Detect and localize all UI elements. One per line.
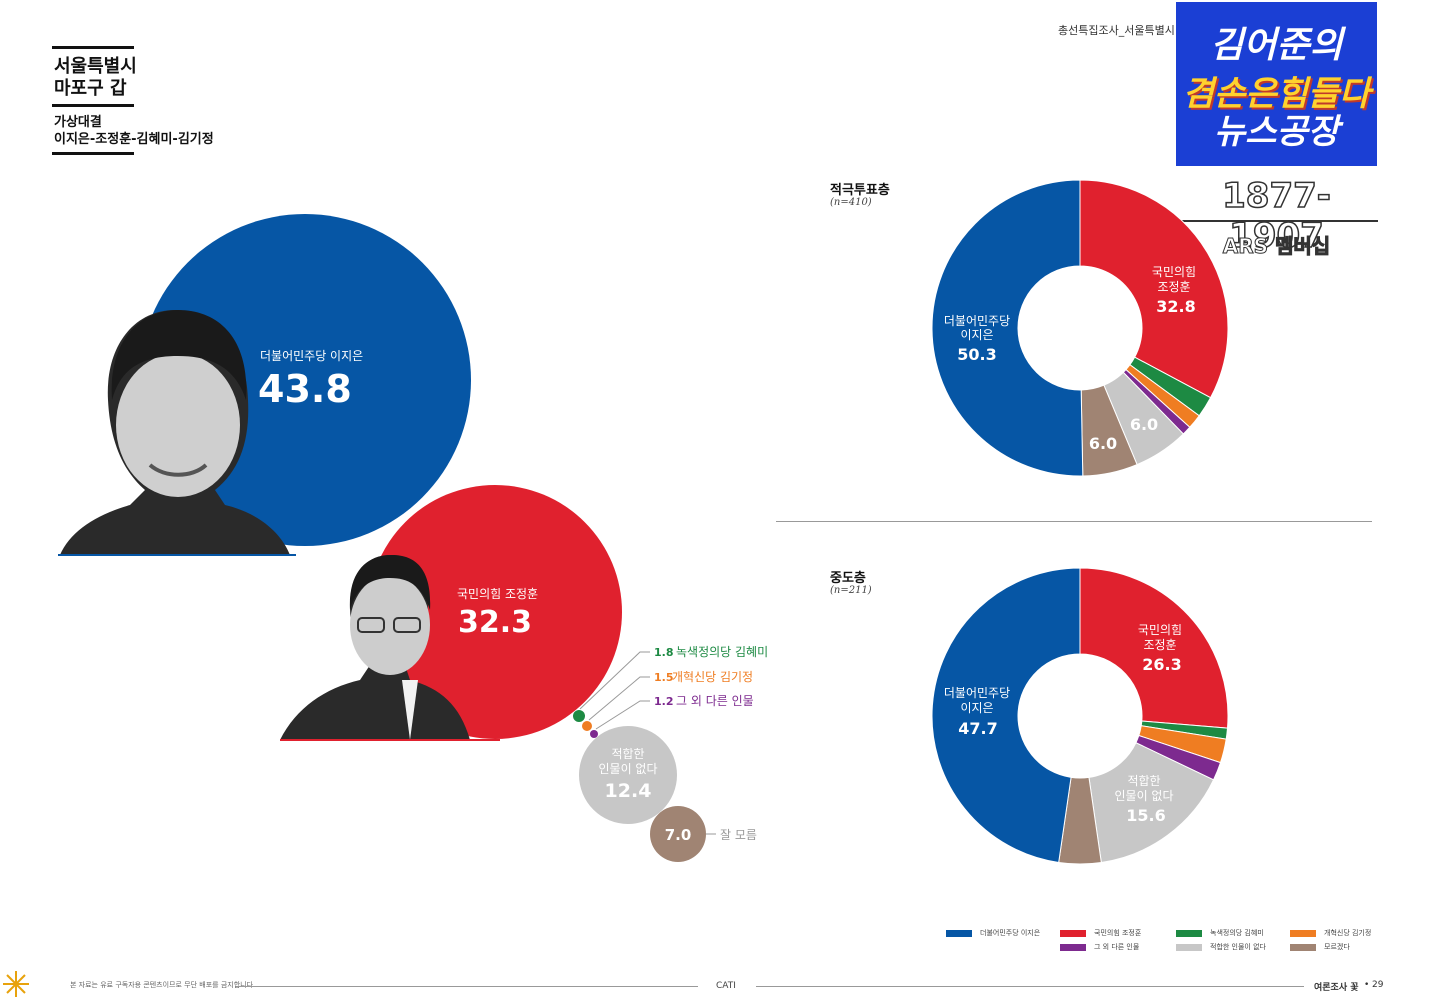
legend-swatch-purple — [1060, 944, 1086, 951]
running-head: 총선특집조사_서울특별시 — [1058, 24, 1175, 37]
donut1-title: 적극투표층 — [830, 183, 890, 198]
legend-swatch-none — [1176, 944, 1202, 951]
legend-label-ppp: 국민의힘 조정훈 — [1094, 929, 1142, 937]
legend-swatch-orange — [1290, 930, 1316, 937]
region-title: 서울특별시 마포구 갑 — [54, 56, 137, 100]
brand-line-2: 겸손은힘들다 — [1182, 74, 1371, 114]
matchup-names: 이지은-조정훈-김혜미-김기정 — [54, 132, 214, 147]
donut2-ppp-value: 26.3 — [1142, 655, 1181, 674]
bubble-green — [573, 710, 585, 722]
brand-phone: 1877-1907 — [1221, 175, 1331, 257]
legend-label-unknown: 모르겠다 — [1324, 943, 1350, 951]
title-rule-middle — [52, 104, 134, 107]
bubble-orange-label: 개혁신당 김기정 — [672, 670, 753, 684]
donut1-dem-value: 50.3 — [957, 345, 996, 364]
bubble-purple-label: 그 외 다른 인물 — [676, 694, 754, 708]
bubble-none-label-2: 인물이 없다 — [598, 762, 657, 776]
leader-purple — [595, 700, 650, 730]
donut1-slices — [931, 179, 1229, 477]
bubble-none-value: 12.4 — [605, 780, 652, 802]
bubble-none-label-1: 적합한 — [611, 747, 644, 761]
donut2-slices — [931, 567, 1229, 865]
bubble-unknown-label: 잘 모름 — [720, 828, 757, 842]
brand-line-1: 김어준의 — [1210, 25, 1343, 66]
legend-label-orange: 개혁신당 김기정 — [1324, 929, 1372, 937]
bubble-ppp-label: 국민의힘 조정훈 — [457, 587, 538, 601]
donut2-none-label-1: 적합한 — [1127, 774, 1160, 788]
brand-line-3: 뉴스공장 — [1213, 112, 1340, 152]
donut-chart-moderates: 더불어민주당 이지은 47.7 국민의힘 조정훈 26.3 적합한 인물이 없다… — [931, 567, 1229, 865]
donut1-ppp-label-2: 조정훈 — [1157, 280, 1190, 294]
donut2-slice-none — [1088, 742, 1215, 864]
donut1-slice-dem — [931, 179, 1084, 477]
flower-logo-icon — [3, 971, 29, 997]
bubble-purple — [590, 730, 598, 738]
donut2-dem-label-2: 이지은 — [960, 701, 993, 715]
brand-underline — [1180, 220, 1378, 222]
donut1-n: (n=410) — [830, 197, 872, 208]
legend-label-purple: 그 외 다른 인물 — [1094, 943, 1140, 951]
donut2-none-label-2: 인물이 없다 — [1114, 789, 1173, 803]
bubble-ppp — [368, 485, 622, 739]
legend-swatch-ppp — [1060, 930, 1086, 937]
title-rule-bottom — [52, 152, 134, 155]
donut2-slice-dem — [931, 567, 1081, 864]
bubble-unknown — [650, 806, 706, 862]
footer-method: CATI — [716, 981, 736, 991]
footer-page-number: 29 — [1372, 980, 1384, 990]
matchup-title: 가상대결 — [54, 115, 102, 130]
donut2-ppp-label-1: 국민의힘 — [1138, 623, 1182, 637]
footer-bullet: • — [1364, 980, 1370, 990]
candidate-portrait-cho — [280, 555, 470, 740]
section-divider — [776, 521, 1372, 522]
bubble-dem-label: 더불어민주당 이지은 — [260, 349, 363, 363]
donut2-n: (n=211) — [830, 585, 872, 596]
donut1-dem-label-1: 더불어민주당 — [944, 314, 1010, 328]
legend-swatch-dem — [946, 930, 972, 937]
bubble-green-label: 녹색정의당 김혜미 — [676, 645, 768, 659]
brand-ars: ARS 멤버십 — [1222, 234, 1331, 259]
leader-green — [579, 651, 650, 710]
footer-line-right — [756, 986, 1304, 987]
donut1-slice-ppp — [1079, 179, 1229, 399]
bubble-none — [579, 726, 677, 824]
donut1-unknown-value: 6.0 — [1089, 434, 1117, 453]
legend-swatch-green — [1176, 930, 1202, 937]
legend-label-green: 녹색정의당 김혜미 — [1210, 929, 1264, 937]
donut1-ppp-value: 32.8 — [1156, 297, 1195, 316]
donut2-none-value: 15.6 — [1126, 806, 1165, 825]
legend-label-dem: 더불어민주당 이지은 — [980, 929, 1041, 937]
legend-swatch-unknown — [1290, 944, 1316, 951]
bubble-purple-value: 1.2 — [654, 695, 674, 708]
footer-disclaimer: 본 자료는 유료 구독자용 콘텐츠이므로 무단 배포를 금지합니다 — [70, 981, 254, 989]
donut2-dem-label-1: 더불어민주당 — [944, 686, 1010, 700]
brand-logo: 김어준의 겸손은힘들다 뉴스공장 — [1176, 2, 1377, 166]
candidate-portrait-lee — [60, 310, 290, 555]
donut2-title: 중도층 — [830, 571, 866, 586]
region-line-1: 서울특별시 — [54, 56, 137, 77]
region-line-2: 마포구 갑 — [54, 78, 127, 99]
bubble-chart: 더불어민주당 이지은 43.8 국민의힘 조정훈 32.3 1.8 녹색정의당 … — [58, 214, 768, 862]
donut-chart-active-voters: 더불어민주당 이지은 50.3 국민의힘 조정훈 32.8 6.0 6.0 — [931, 179, 1229, 477]
bubble-orange-value: 1.5 — [654, 671, 674, 684]
donut2-dem-value: 47.7 — [958, 719, 997, 738]
donut1-dem-label-2: 이지은 — [960, 328, 993, 342]
bubble-dem-value: 43.8 — [258, 367, 352, 411]
title-rule-top — [52, 46, 134, 49]
bubble-ppp-value: 32.3 — [458, 605, 532, 640]
footer-line-left — [236, 986, 698, 987]
bubble-unknown-value: 7.0 — [665, 826, 692, 844]
donut2-ppp-label-2: 조정훈 — [1143, 638, 1176, 652]
footer-publication: 여론조사 꽃 — [1314, 983, 1359, 993]
bubble-green-value: 1.8 — [654, 646, 674, 659]
matchup-block: 가상대결 이지은-조정훈-김혜미-김기정 — [54, 114, 214, 148]
legend-label-none: 적합한 인물이 없다 — [1210, 943, 1266, 951]
donut1-none-value: 6.0 — [1130, 415, 1158, 434]
bubble-orange — [582, 721, 592, 731]
donut2-slice-ppp — [1079, 567, 1229, 729]
donut1-ppp-label-1: 국민의힘 — [1152, 265, 1196, 279]
leader-orange — [588, 676, 650, 721]
legend: 더불어민주당 이지은 국민의힘 조정훈 녹색정의당 김혜미 개혁신당 김기정 그… — [946, 928, 1386, 958]
